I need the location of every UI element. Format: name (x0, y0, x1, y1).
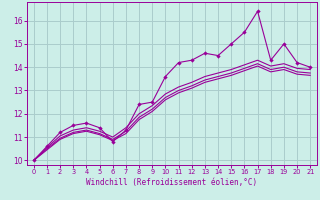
X-axis label: Windchill (Refroidissement éolien,°C): Windchill (Refroidissement éolien,°C) (86, 178, 258, 187)
